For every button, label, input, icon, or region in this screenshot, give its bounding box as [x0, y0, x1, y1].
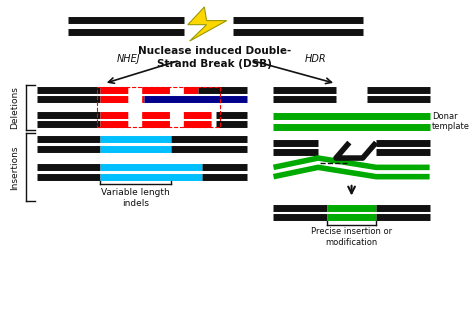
Text: Deletions: Deletions — [10, 86, 19, 129]
Text: HDR: HDR — [305, 54, 327, 64]
Text: Donar
template: Donar template — [432, 112, 470, 131]
Polygon shape — [188, 7, 227, 41]
Text: Nuclease induced Double-
Strand Break (DSB): Nuclease induced Double- Strand Break (D… — [138, 46, 291, 69]
Text: Precise insertion or
modification: Precise insertion or modification — [311, 227, 392, 247]
Text: NHEJ: NHEJ — [117, 54, 140, 64]
Text: Variable length
indels: Variable length indels — [101, 188, 170, 208]
Text: Insertions: Insertions — [10, 145, 19, 190]
